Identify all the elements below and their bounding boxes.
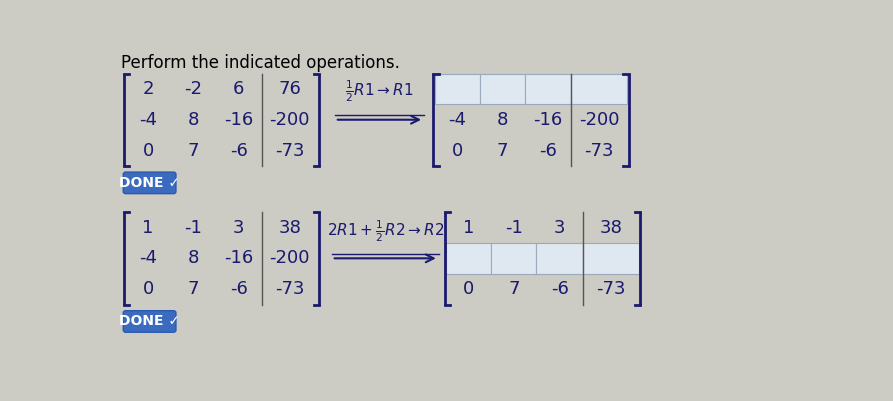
Text: DONE ✓: DONE ✓ — [119, 176, 180, 190]
Bar — [525, 73, 572, 104]
Text: 7: 7 — [188, 142, 199, 160]
Bar — [537, 243, 583, 274]
Text: -1: -1 — [505, 219, 522, 237]
Text: 38: 38 — [599, 219, 622, 237]
Text: -16: -16 — [224, 249, 254, 267]
Text: -6: -6 — [551, 280, 569, 298]
Text: 38: 38 — [279, 219, 301, 237]
Text: 7: 7 — [497, 142, 508, 160]
Text: 0: 0 — [463, 280, 474, 298]
Text: -6: -6 — [230, 280, 247, 298]
Bar — [572, 73, 627, 104]
Text: -200: -200 — [270, 111, 310, 129]
Text: 8: 8 — [188, 111, 198, 129]
Text: -73: -73 — [275, 142, 305, 160]
Text: 7: 7 — [188, 280, 199, 298]
Text: $\frac{1}{2}R1 \rightarrow R1$: $\frac{1}{2}R1 \rightarrow R1$ — [345, 79, 413, 104]
Text: -16: -16 — [533, 111, 563, 129]
FancyBboxPatch shape — [123, 311, 176, 332]
Text: 2: 2 — [142, 80, 154, 98]
Text: 0: 0 — [142, 280, 154, 298]
Text: -6: -6 — [230, 142, 247, 160]
Text: -73: -73 — [596, 280, 625, 298]
Text: -4: -4 — [448, 111, 466, 129]
Text: 76: 76 — [279, 80, 301, 98]
Text: Perform the indicated operations.: Perform the indicated operations. — [121, 54, 400, 72]
Text: -16: -16 — [224, 111, 254, 129]
Text: 3: 3 — [554, 219, 565, 237]
Text: 0: 0 — [452, 142, 463, 160]
Bar — [435, 73, 480, 104]
Text: 7: 7 — [508, 280, 520, 298]
Text: -200: -200 — [270, 249, 310, 267]
Text: -4: -4 — [139, 111, 157, 129]
Text: 3: 3 — [233, 219, 245, 237]
Text: $2R1 + \frac{1}{2}R2 \rightarrow R2$: $2R1 + \frac{1}{2}R2 \rightarrow R2$ — [327, 219, 444, 245]
Text: -73: -73 — [584, 142, 613, 160]
Text: DONE ✓: DONE ✓ — [119, 314, 180, 328]
Bar — [583, 243, 638, 274]
Text: 0: 0 — [142, 142, 154, 160]
Bar — [480, 73, 525, 104]
Bar — [446, 243, 491, 274]
Text: 1: 1 — [463, 219, 474, 237]
Text: 8: 8 — [188, 249, 198, 267]
Text: -2: -2 — [184, 80, 202, 98]
FancyBboxPatch shape — [123, 172, 176, 194]
Text: -6: -6 — [539, 142, 557, 160]
Text: 6: 6 — [233, 80, 245, 98]
Text: 8: 8 — [497, 111, 508, 129]
Text: -200: -200 — [579, 111, 620, 129]
Text: -73: -73 — [275, 280, 305, 298]
Bar — [491, 243, 537, 274]
Text: -4: -4 — [139, 249, 157, 267]
Text: -1: -1 — [184, 219, 202, 237]
Text: 1: 1 — [142, 219, 154, 237]
